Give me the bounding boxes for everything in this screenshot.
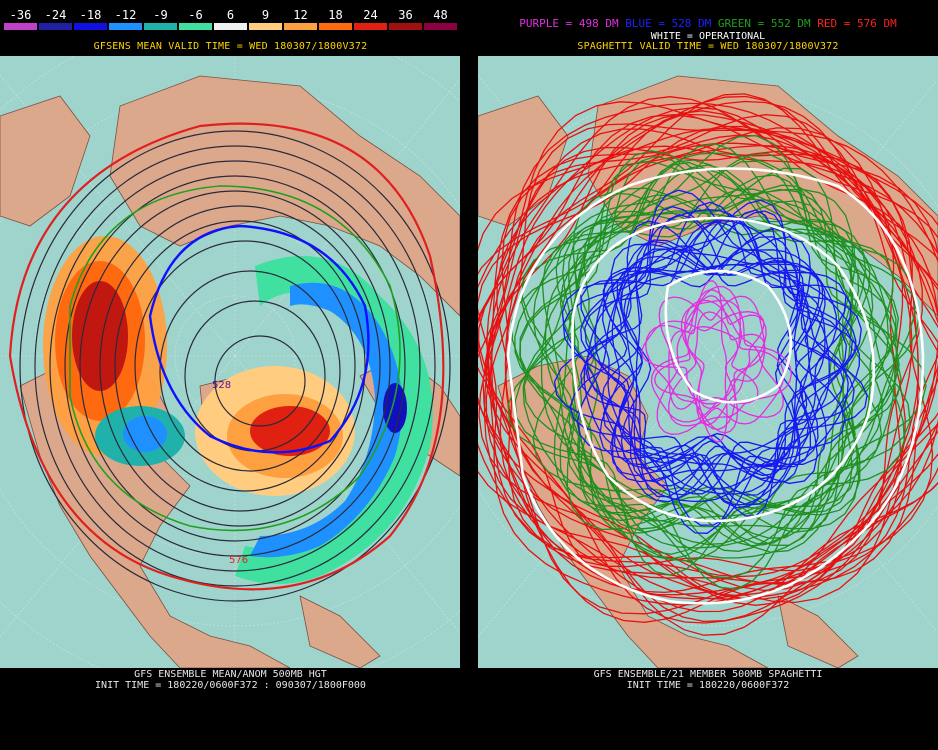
- legend-white-operational: WHITE = OPERATIONAL: [650, 31, 766, 42]
- legend-purple: PURPLE = 498 DM: [519, 17, 619, 30]
- colorbar-tick-label: -12: [114, 8, 137, 22]
- colorbar-tick-label: -18: [79, 8, 102, 22]
- ensemble-member-contour: [478, 106, 938, 597]
- colorbar-swatch: [283, 22, 318, 31]
- ensemble-member-contour: [668, 280, 728, 443]
- ensemble-member-contour: [601, 199, 862, 506]
- ensemble-member-contour: [584, 206, 809, 496]
- contour-576-red: [8, 122, 445, 591]
- ensemble-member-contour: [583, 220, 828, 534]
- ensemble-member-contour: [601, 248, 855, 496]
- ensemble-member-contour: [521, 152, 920, 530]
- colorbar-swatch: [423, 22, 458, 31]
- ensemble-member-contour: [568, 188, 902, 539]
- left-footer-line-1: GFS ENSEMBLE MEAN/ANOM 500MB HGT: [134, 669, 327, 680]
- ensemble-member-contour: [620, 210, 848, 506]
- colorbar-tick-label: 48: [433, 8, 448, 22]
- central-america-land: [299, 595, 381, 668]
- central-america-land: [777, 595, 859, 668]
- positive-anomaly-core: [72, 281, 128, 391]
- eurasia-land: [109, 75, 460, 317]
- spaghetti-map[interactable]: [478, 56, 938, 668]
- panel-divider: [461, 0, 478, 750]
- ensemble-mean-panel: -36 -24 -18 -12 -9 -6 6 9 12 18 24 36 48 GFSENS MEAN…: [0, 0, 461, 750]
- ensemble-member-contour: [478, 127, 934, 606]
- contour-528-blue: [148, 224, 370, 454]
- east-asia-land: [0, 95, 91, 227]
- ensemble-member-contour: [553, 243, 846, 503]
- ensemble-member-contour: [521, 159, 897, 522]
- ensemble-member-contour: [532, 134, 917, 553]
- negative-anomaly-core: [383, 383, 407, 433]
- ensemble-member-contour: [641, 311, 765, 405]
- ensemble-member-contour: [654, 326, 759, 405]
- legend-blue: BLUE = 528 DM: [625, 17, 712, 30]
- colorbar-tick-label: -6: [188, 8, 203, 22]
- ensemble-member-contour: [489, 146, 913, 572]
- height-contours: [19, 130, 451, 602]
- left-footer-line-2: INIT TIME = 180220/0600F372 : 090307/180…: [95, 680, 366, 691]
- colorbar-swatch: [248, 22, 283, 31]
- legend-red: RED = 576 DM: [817, 17, 897, 30]
- ensemble-member-contour: [507, 212, 911, 549]
- colorbar-swatch: [353, 22, 388, 31]
- ensemble-member-contour: [496, 145, 906, 578]
- colorbar-tick-label: 36: [398, 8, 413, 22]
- colorbar-swatch: [38, 22, 73, 31]
- right-footer-line-2: INIT TIME = 180220/0600F372: [626, 680, 790, 691]
- colorbar-swatch: [3, 22, 38, 31]
- spaghetti-legend: PURPLE = 498 DM BLUE = 528 DM GREEN = 55…: [478, 17, 938, 30]
- colorbar-tick-label: 6: [226, 8, 235, 22]
- spaghetti-panel: PURPLE = 498 DM BLUE = 528 DM GREEN = 55…: [478, 0, 938, 750]
- ensemble-member-contour: [566, 184, 900, 552]
- anomaly-colorbar: -36 -24 -18 -12 -9 -6 6 9 12 18 24 36 48: [3, 8, 458, 34]
- colorbar-swatch: [178, 22, 213, 31]
- ensemble-member-contour: [580, 245, 808, 487]
- colorbar-swatch: [318, 22, 353, 31]
- ensemble-member-contour: [668, 299, 793, 427]
- operational-white-contours: [506, 167, 925, 605]
- colorbar-swatch: [143, 22, 178, 31]
- positive-anomaly-2-core: [250, 406, 330, 456]
- legend-green: GREEN = 552 DM: [717, 17, 811, 30]
- ensemble-member-contour: [483, 96, 938, 606]
- right-valid-time-title: SPAGHETTI VALID TIME = WED 180307/1800V3…: [577, 41, 839, 52]
- colorbar-swatch: [108, 22, 143, 31]
- colorbar-tick-label: -9: [153, 8, 168, 22]
- colorbar-swatch: [388, 22, 423, 31]
- contour-label-528: 528: [212, 380, 231, 391]
- ensemble-member-contour: [602, 257, 845, 490]
- spaghetti-purple-498: [641, 280, 793, 443]
- colorbar-tick-label: 24: [363, 8, 378, 22]
- colorbar-tick-label: 18: [328, 8, 343, 22]
- ensemble-member-contour: [594, 201, 826, 483]
- right-footer-line-1: GFS ENSEMBLE/21 MEMBER 500MB SPAGHETTI: [593, 669, 823, 680]
- colorbar-tick-label: -36: [9, 8, 32, 22]
- ensemble-member-contour: [544, 161, 854, 533]
- colorbar-tick-label: 12: [293, 8, 308, 22]
- ensemble-member-contour: [650, 299, 784, 423]
- spaghetti-blue-528: [553, 189, 868, 534]
- colorbar-swatch: [73, 22, 108, 31]
- contour-552-green: [69, 185, 401, 532]
- ensemble-member-contour: [580, 216, 852, 467]
- colorbar-swatch: [213, 22, 248, 31]
- colorbar-tick-label: -24: [44, 8, 67, 22]
- ensemble-mean-anomaly-map[interactable]: 528 576: [0, 56, 460, 668]
- ensemble-member-contour: [514, 194, 883, 555]
- contour-label-576: 576: [229, 555, 248, 566]
- colorbar-tick-label: 9: [261, 8, 270, 22]
- left-valid-time-title: GFSENS MEAN VALID TIME = WED 180307/1800…: [93, 41, 368, 52]
